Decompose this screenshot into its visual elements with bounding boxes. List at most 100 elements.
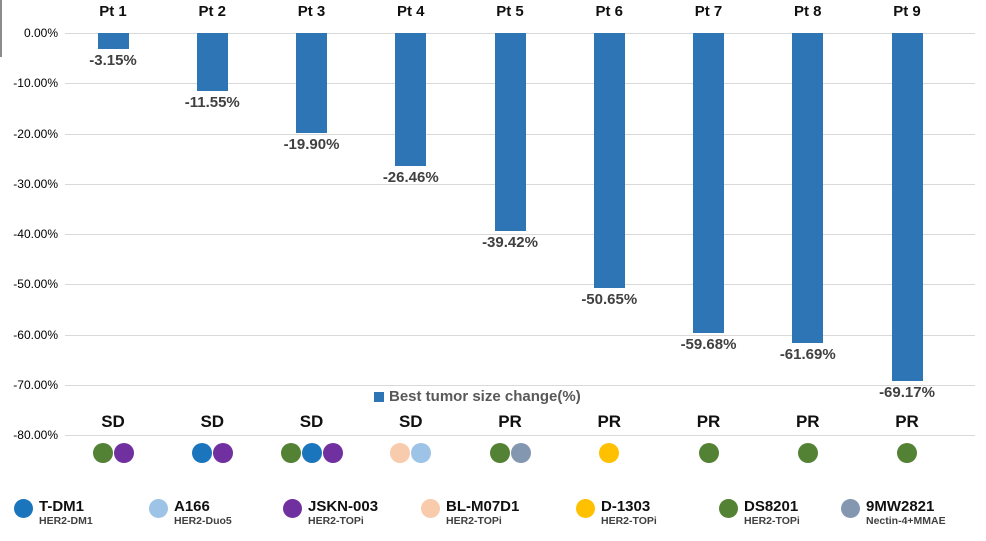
legend-item: T-DM1 HER2-DM1 (14, 498, 93, 528)
gridline (65, 334, 975, 336)
bar-value-label: -11.55% (184, 94, 240, 112)
response-label: SD (200, 412, 225, 431)
legend-dot-icon (283, 499, 302, 518)
legend-drug-subtitle: Nectin-4+MMAE (866, 515, 946, 527)
legend-text: D-1303 HER2-TOPi (601, 498, 657, 528)
bar (97, 33, 129, 49)
treatment-dot-row (649, 443, 769, 463)
bar-value-label: -50.65% (581, 290, 638, 308)
series-legend-label: Best tumor size change(%) (389, 388, 581, 405)
legend-drug-name: DS8201 (744, 498, 799, 515)
treatment-dot-d-1303 (599, 443, 620, 463)
bar (792, 33, 824, 343)
bar-value-label: -69.17% (879, 383, 935, 401)
treatment-dot-row (152, 443, 272, 463)
legend-text: A166 HER2-Duo5 (174, 498, 232, 528)
treatment-dot-ds8201 (280, 443, 301, 463)
legend-dot-icon (149, 499, 168, 518)
bar-value-label: -19.90% (283, 135, 340, 153)
treatment-dot-row (53, 443, 173, 463)
legend-drug-name: JSKN-003 (308, 498, 379, 515)
bar-value-label: -3.15% (89, 51, 137, 69)
bar (196, 33, 228, 92)
legend-drug-name: A166 (174, 498, 210, 515)
legend-drug-name: BL-M07D1 (446, 498, 520, 515)
gridline (65, 384, 975, 386)
bar (891, 33, 923, 381)
left-edge-mark (0, 0, 2, 57)
patient-label: Pt 4 (396, 3, 425, 20)
series-legend-swatch-icon (374, 391, 384, 402)
bar (693, 33, 724, 333)
bar-value-label: -59.68% (680, 335, 737, 353)
treatment-dot-t-dm1 (191, 443, 212, 463)
treatment-dot-jskn-003 (113, 443, 134, 463)
patient-label: Pt 2 (198, 3, 226, 20)
series-legend: Best tumor size change(%) (374, 388, 581, 405)
treatment-dot-row (549, 443, 669, 463)
legend-text: 9MW2821 Nectin-4+MMAE (866, 498, 946, 528)
y-axis-tick: -80.00% (13, 428, 58, 442)
treatment-dot-t-dm1 (301, 443, 322, 463)
patient-label: Pt 8 (793, 3, 822, 20)
legend-item: DS8201 HER2-TOPi (719, 498, 800, 528)
treatment-dot-bl-m07d1 (390, 443, 411, 463)
bar (593, 33, 625, 288)
treatment-dot-row (748, 443, 868, 463)
legend-text: DS8201 HER2-TOPi (744, 498, 800, 528)
y-axis-tick: -60.00% (13, 327, 58, 342)
treatment-dot-jskn-003 (212, 443, 233, 463)
gridline (65, 234, 975, 235)
treatment-dot-row (252, 443, 372, 463)
legend-drug-subtitle: HER2-DM1 (39, 515, 93, 527)
legend-text: T-DM1 HER2-DM1 (39, 498, 93, 528)
patient-label: Pt 5 (496, 3, 524, 20)
treatment-dot-row (450, 443, 570, 463)
bar (494, 33, 526, 232)
legend-item: JSKN-003 HER2-TOPi (283, 498, 378, 528)
legend-dot-icon (421, 499, 440, 518)
treatment-dot-a166 (411, 443, 432, 463)
response-label: PR (795, 412, 820, 431)
patient-label: Pt 1 (99, 3, 127, 20)
legend-drug-subtitle: HER2-TOPi (744, 515, 800, 527)
bar-value-label: -39.42% (482, 234, 538, 252)
legend-item: D-1303 HER2-TOPi (576, 498, 657, 528)
y-axis-tick: -20.00% (13, 126, 58, 141)
legend-dot-icon (14, 499, 33, 518)
treatment-dot-ds8201 (489, 443, 510, 463)
treatment-dot-ds8201 (92, 443, 113, 463)
legend-item: A166 HER2-Duo5 (149, 498, 232, 528)
legend-drug-subtitle: HER2-TOPi (446, 515, 502, 527)
treatment-dot-row (351, 443, 471, 463)
y-axis-tick: -50.00% (13, 277, 58, 292)
response-label: SD (398, 412, 423, 431)
bar (395, 33, 427, 166)
legend-item: BL-M07D1 HER2-TOPi (421, 498, 519, 528)
gridline (65, 435, 975, 436)
legend-text: JSKN-003 HER2-TOPi (308, 498, 378, 528)
y-axis-tick: -70.00% (13, 377, 58, 392)
legend-dot-icon (719, 499, 738, 518)
treatment-dot-9mw2821 (510, 443, 531, 463)
legend-dot-icon (576, 499, 595, 518)
gridline (65, 284, 975, 286)
patient-label: Pt 9 (893, 3, 921, 20)
treatment-dot-jskn-003 (322, 443, 343, 463)
response-label: SD (101, 412, 125, 431)
legend-drug-name: 9MW2821 (866, 498, 935, 515)
response-label: PR (597, 412, 622, 431)
patient-label: Pt 7 (694, 3, 723, 20)
legend-drug-name: D-1303 (601, 498, 651, 515)
patient-label: Pt 6 (595, 3, 623, 20)
treatment-dot-ds8201 (797, 443, 818, 463)
patient-label: Pt 3 (297, 3, 326, 20)
y-axis-tick: 0.00% (23, 26, 58, 40)
response-label: PR (696, 412, 721, 431)
legend-drug-name: T-DM1 (39, 498, 84, 515)
response-label: PR (895, 412, 919, 431)
legend-text: BL-M07D1 HER2-TOPi (446, 498, 519, 528)
response-label: PR (498, 412, 522, 431)
legend-drug-subtitle: HER2-TOPi (601, 515, 657, 527)
